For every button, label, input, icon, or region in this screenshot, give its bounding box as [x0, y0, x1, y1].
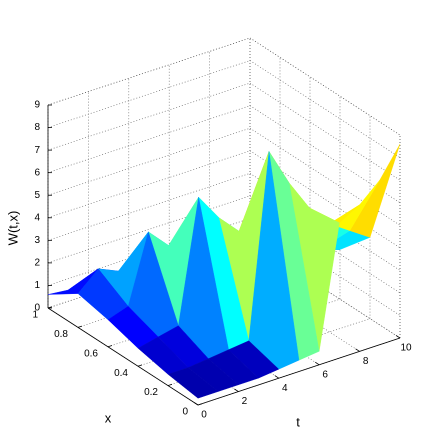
x-tick-label: 1 — [32, 310, 38, 321]
axis-line — [47, 307, 199, 406]
t-tick-label: 0 — [201, 410, 207, 421]
surface-patch — [167, 367, 219, 399]
x-tick-label: 0 — [182, 407, 188, 418]
z-tick-label: 3 — [34, 235, 40, 246]
z-tick-label: 2 — [34, 258, 40, 269]
t-tick-label: 10 — [400, 343, 412, 354]
grid-line — [47, 82, 251, 151]
grid-line — [47, 173, 251, 241]
t-tick-label: 2 — [242, 396, 248, 407]
grid-line — [47, 60, 251, 128]
z-tick-label: 1 — [34, 280, 40, 291]
z-tick-label: 8 — [34, 122, 40, 133]
z-tick-label: 5 — [34, 190, 40, 201]
t-tick-label: 4 — [282, 383, 288, 394]
grid-line — [47, 150, 251, 219]
z-tick-label: 7 — [34, 145, 40, 156]
z-axis-label: W(t,x) — [5, 211, 20, 246]
x-tick-label: 0.4 — [114, 368, 128, 379]
box-edge — [249, 37, 401, 136]
tick-mark — [234, 388, 239, 392]
grid-line — [47, 105, 251, 173]
tick-mark — [355, 348, 360, 352]
z-tick-label: 9 — [34, 100, 40, 111]
tick-mark — [193, 402, 199, 406]
surface-patch — [349, 143, 401, 238]
x-tick-label: 0.2 — [144, 387, 158, 398]
x-tick-label: 0.6 — [84, 348, 98, 359]
z-tick-label: 4 — [34, 212, 40, 223]
tick-mark — [197, 403, 203, 406]
tick-mark — [314, 361, 320, 366]
tick-mark — [47, 306, 53, 309]
tick-mark — [77, 325, 83, 328]
tick-mark — [395, 335, 401, 339]
x-axis-label: x — [105, 410, 112, 425]
grid-line — [47, 195, 251, 264]
t-tick-label: 6 — [322, 369, 328, 380]
z-tick-label: 6 — [34, 167, 40, 178]
grid-line — [167, 318, 371, 386]
tick-mark — [167, 383, 173, 386]
box-edge — [47, 37, 251, 106]
tick-mark — [274, 375, 280, 379]
tick-mark — [137, 364, 143, 367]
x-tick-label: 0.8 — [54, 329, 68, 340]
tick-mark — [107, 345, 113, 348]
z-tick-label: 0 — [34, 303, 40, 314]
grid-line — [47, 127, 251, 196]
axis-line — [197, 337, 401, 406]
t-tick-label: 8 — [363, 356, 369, 367]
grid-line — [249, 60, 401, 158]
t-axis-label: t — [296, 414, 300, 429]
